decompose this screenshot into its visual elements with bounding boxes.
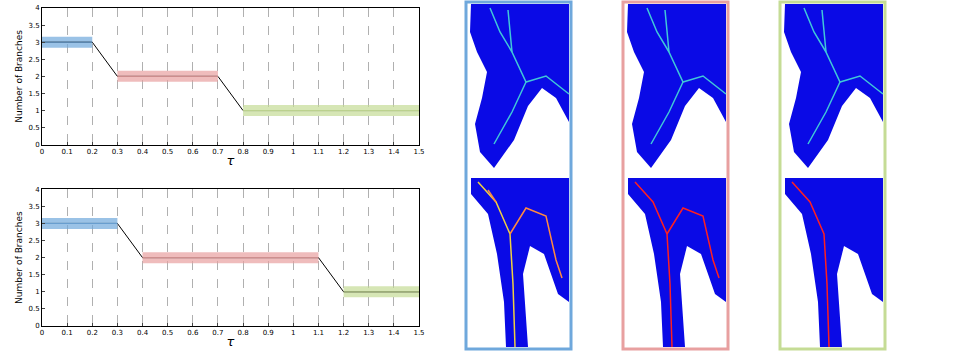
svg-text:1: 1 <box>35 288 39 296</box>
svg-text:0: 0 <box>40 148 44 156</box>
svg-text:0.4: 0.4 <box>137 329 149 337</box>
svg-text:1.4: 1.4 <box>388 329 400 337</box>
svg-text:0.1: 0.1 <box>62 329 73 337</box>
svg-text:0.6: 0.6 <box>187 329 199 337</box>
svg-text:0.6: 0.6 <box>187 148 199 156</box>
svg-text:1: 1 <box>291 329 295 337</box>
svg-text:0.9: 0.9 <box>263 329 274 337</box>
svg-text:0.8: 0.8 <box>237 148 248 156</box>
svg-text:0.2: 0.2 <box>87 148 98 156</box>
svg-text:0.8: 0.8 <box>237 329 248 337</box>
svg-text:4: 4 <box>35 186 40 194</box>
svg-text:1.2: 1.2 <box>338 329 349 337</box>
svg-text:τ: τ <box>227 153 235 168</box>
svg-text:2.5: 2.5 <box>28 237 39 245</box>
svg-text:2: 2 <box>35 73 39 81</box>
svg-text:0.7: 0.7 <box>212 329 223 337</box>
svg-text:1: 1 <box>35 107 39 115</box>
svg-text:1.5: 1.5 <box>28 271 39 279</box>
svg-text:1.2: 1.2 <box>338 148 349 156</box>
svg-text:0.5: 0.5 <box>162 329 173 337</box>
svg-text:1.1: 1.1 <box>313 329 324 337</box>
svg-text:0: 0 <box>35 141 39 149</box>
svg-text:0.7: 0.7 <box>212 148 223 156</box>
svg-text:1.4: 1.4 <box>388 148 400 156</box>
svg-text:τ: τ <box>227 334 235 349</box>
svg-text:0.5: 0.5 <box>28 305 39 313</box>
svg-text:3: 3 <box>35 220 39 228</box>
svg-text:0: 0 <box>40 329 44 337</box>
svg-text:0.2: 0.2 <box>87 329 98 337</box>
svg-text:1.3: 1.3 <box>363 148 374 156</box>
svg-text:1.5: 1.5 <box>413 148 424 156</box>
svg-text:0.3: 0.3 <box>112 329 123 337</box>
svg-text:0.9: 0.9 <box>263 148 274 156</box>
svg-text:0.1: 0.1 <box>62 148 73 156</box>
svg-text:0.4: 0.4 <box>137 148 149 156</box>
svg-text:3.5: 3.5 <box>28 203 39 211</box>
svg-text:1: 1 <box>291 148 295 156</box>
svg-text:1.5: 1.5 <box>28 90 39 98</box>
svg-text:2.5: 2.5 <box>28 56 39 64</box>
svg-text:4: 4 <box>35 4 40 12</box>
svg-text:2: 2 <box>35 254 39 262</box>
svg-text:1.5: 1.5 <box>413 329 424 337</box>
svg-text:1.1: 1.1 <box>313 148 324 156</box>
svg-text:0.5: 0.5 <box>162 148 173 156</box>
svg-text:3.5: 3.5 <box>28 22 39 30</box>
svg-text:0.3: 0.3 <box>112 148 123 156</box>
svg-text:0.5: 0.5 <box>28 124 39 132</box>
svg-text:Number of Branches: Number of Branches <box>14 211 24 304</box>
svg-text:1.3: 1.3 <box>363 329 374 337</box>
svg-text:3: 3 <box>35 39 39 47</box>
svg-text:0: 0 <box>35 322 39 330</box>
svg-text:Number of Branches: Number of Branches <box>14 30 24 123</box>
